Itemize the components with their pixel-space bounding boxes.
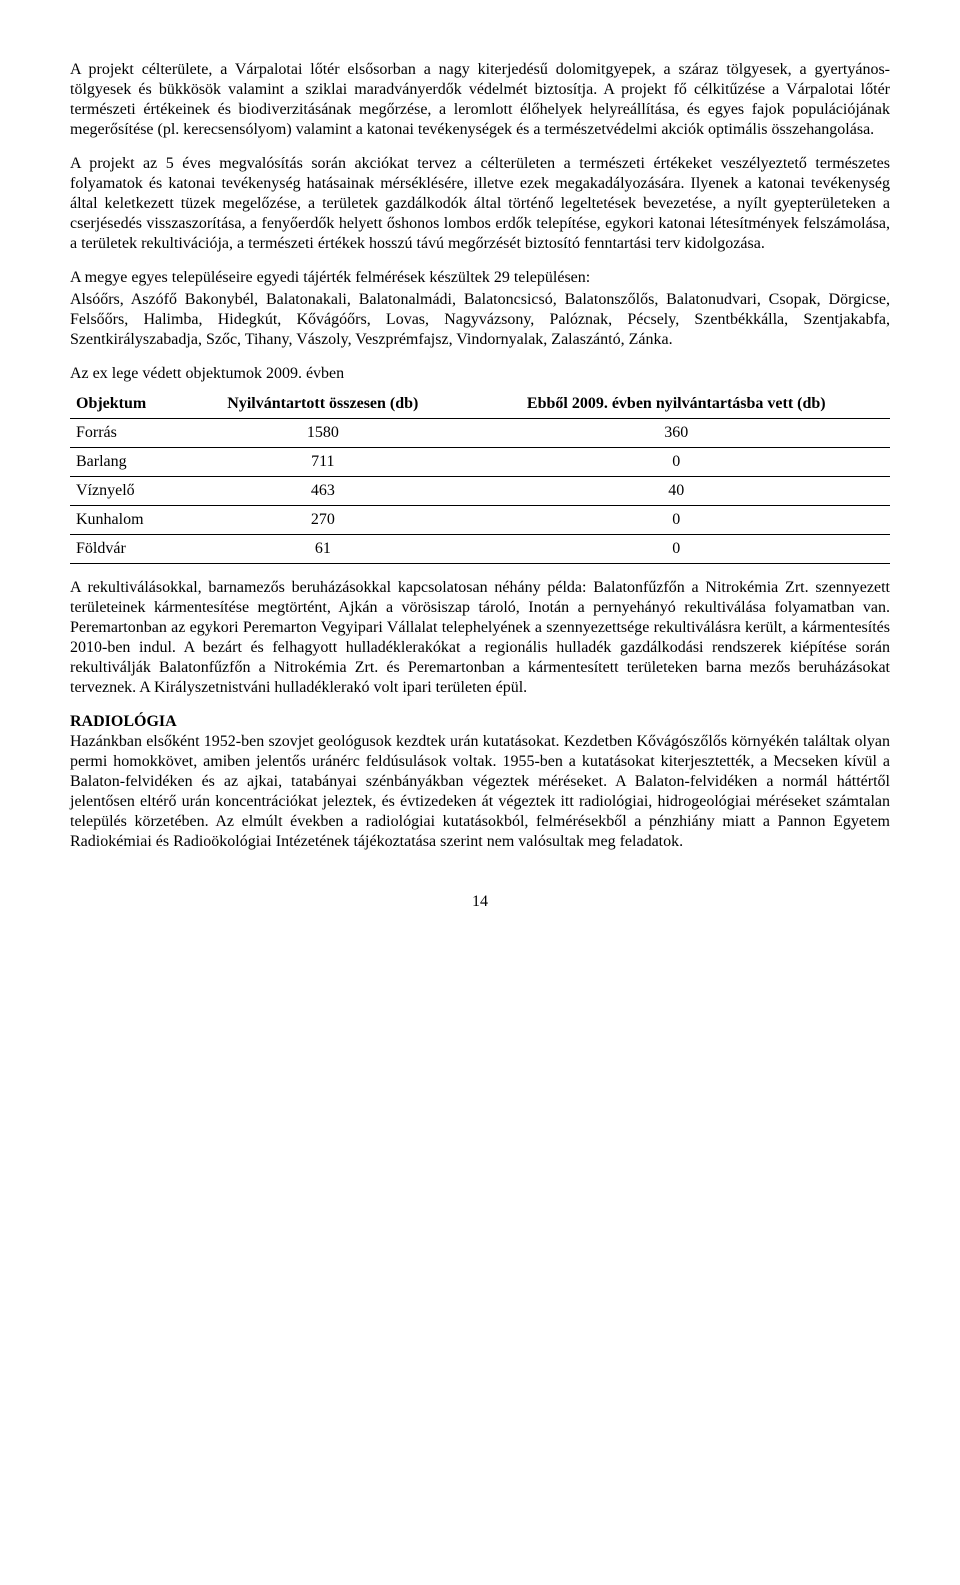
table-row: Forrás 1580 360 (70, 419, 890, 448)
th-nyilvantartott: Nyilvántartott összesen (db) (183, 390, 462, 419)
cell-total: 1580 (183, 419, 462, 448)
table-row: Földvár 61 0 (70, 535, 890, 564)
page-number: 14 (70, 892, 890, 912)
paragraph-settlements-intro: A megye egyes településeire egyedi tájér… (70, 268, 890, 288)
paragraph-settlements-list: Alsóőrs, Aszófő Bakonybél, Balatonakali,… (70, 290, 890, 350)
cell-total: 61 (183, 535, 462, 564)
ex-lege-table: Objektum Nyilvántartott összesen (db) Eb… (70, 390, 890, 564)
paragraph-project-area: A projekt célterülete, a Várpalotai lőté… (70, 60, 890, 140)
cell-label: Forrás (70, 419, 183, 448)
section-title-radiologia: RADIOLÓGIA (70, 712, 890, 732)
table-row: Víznyelő 463 40 (70, 477, 890, 506)
cell-label: Víznyelő (70, 477, 183, 506)
cell-2009: 40 (463, 477, 890, 506)
paragraph-project-actions: A projekt az 5 éves megvalósítás során a… (70, 154, 890, 254)
th-2009: Ebből 2009. évben nyilvántartásba vett (… (463, 390, 890, 419)
paragraph-radiologia: Hazánkban elsőként 1952-ben szovjet geol… (70, 732, 890, 852)
table-row: Barlang 711 0 (70, 448, 890, 477)
cell-label: Kunhalom (70, 506, 183, 535)
cell-total: 270 (183, 506, 462, 535)
cell-2009: 0 (463, 506, 890, 535)
th-objektum: Objektum (70, 390, 183, 419)
cell-2009: 0 (463, 535, 890, 564)
cell-label: Barlang (70, 448, 183, 477)
cell-total: 463 (183, 477, 462, 506)
cell-label: Földvár (70, 535, 183, 564)
paragraph-rekultivalas: A rekultiválásokkal, barnamezős beruházá… (70, 578, 890, 698)
table-header-row: Objektum Nyilvántartott összesen (db) Eb… (70, 390, 890, 419)
cell-total: 711 (183, 448, 462, 477)
table-caption: Az ex lege védett objektumok 2009. évben (70, 364, 890, 384)
cell-2009: 0 (463, 448, 890, 477)
table-row: Kunhalom 270 0 (70, 506, 890, 535)
cell-2009: 360 (463, 419, 890, 448)
